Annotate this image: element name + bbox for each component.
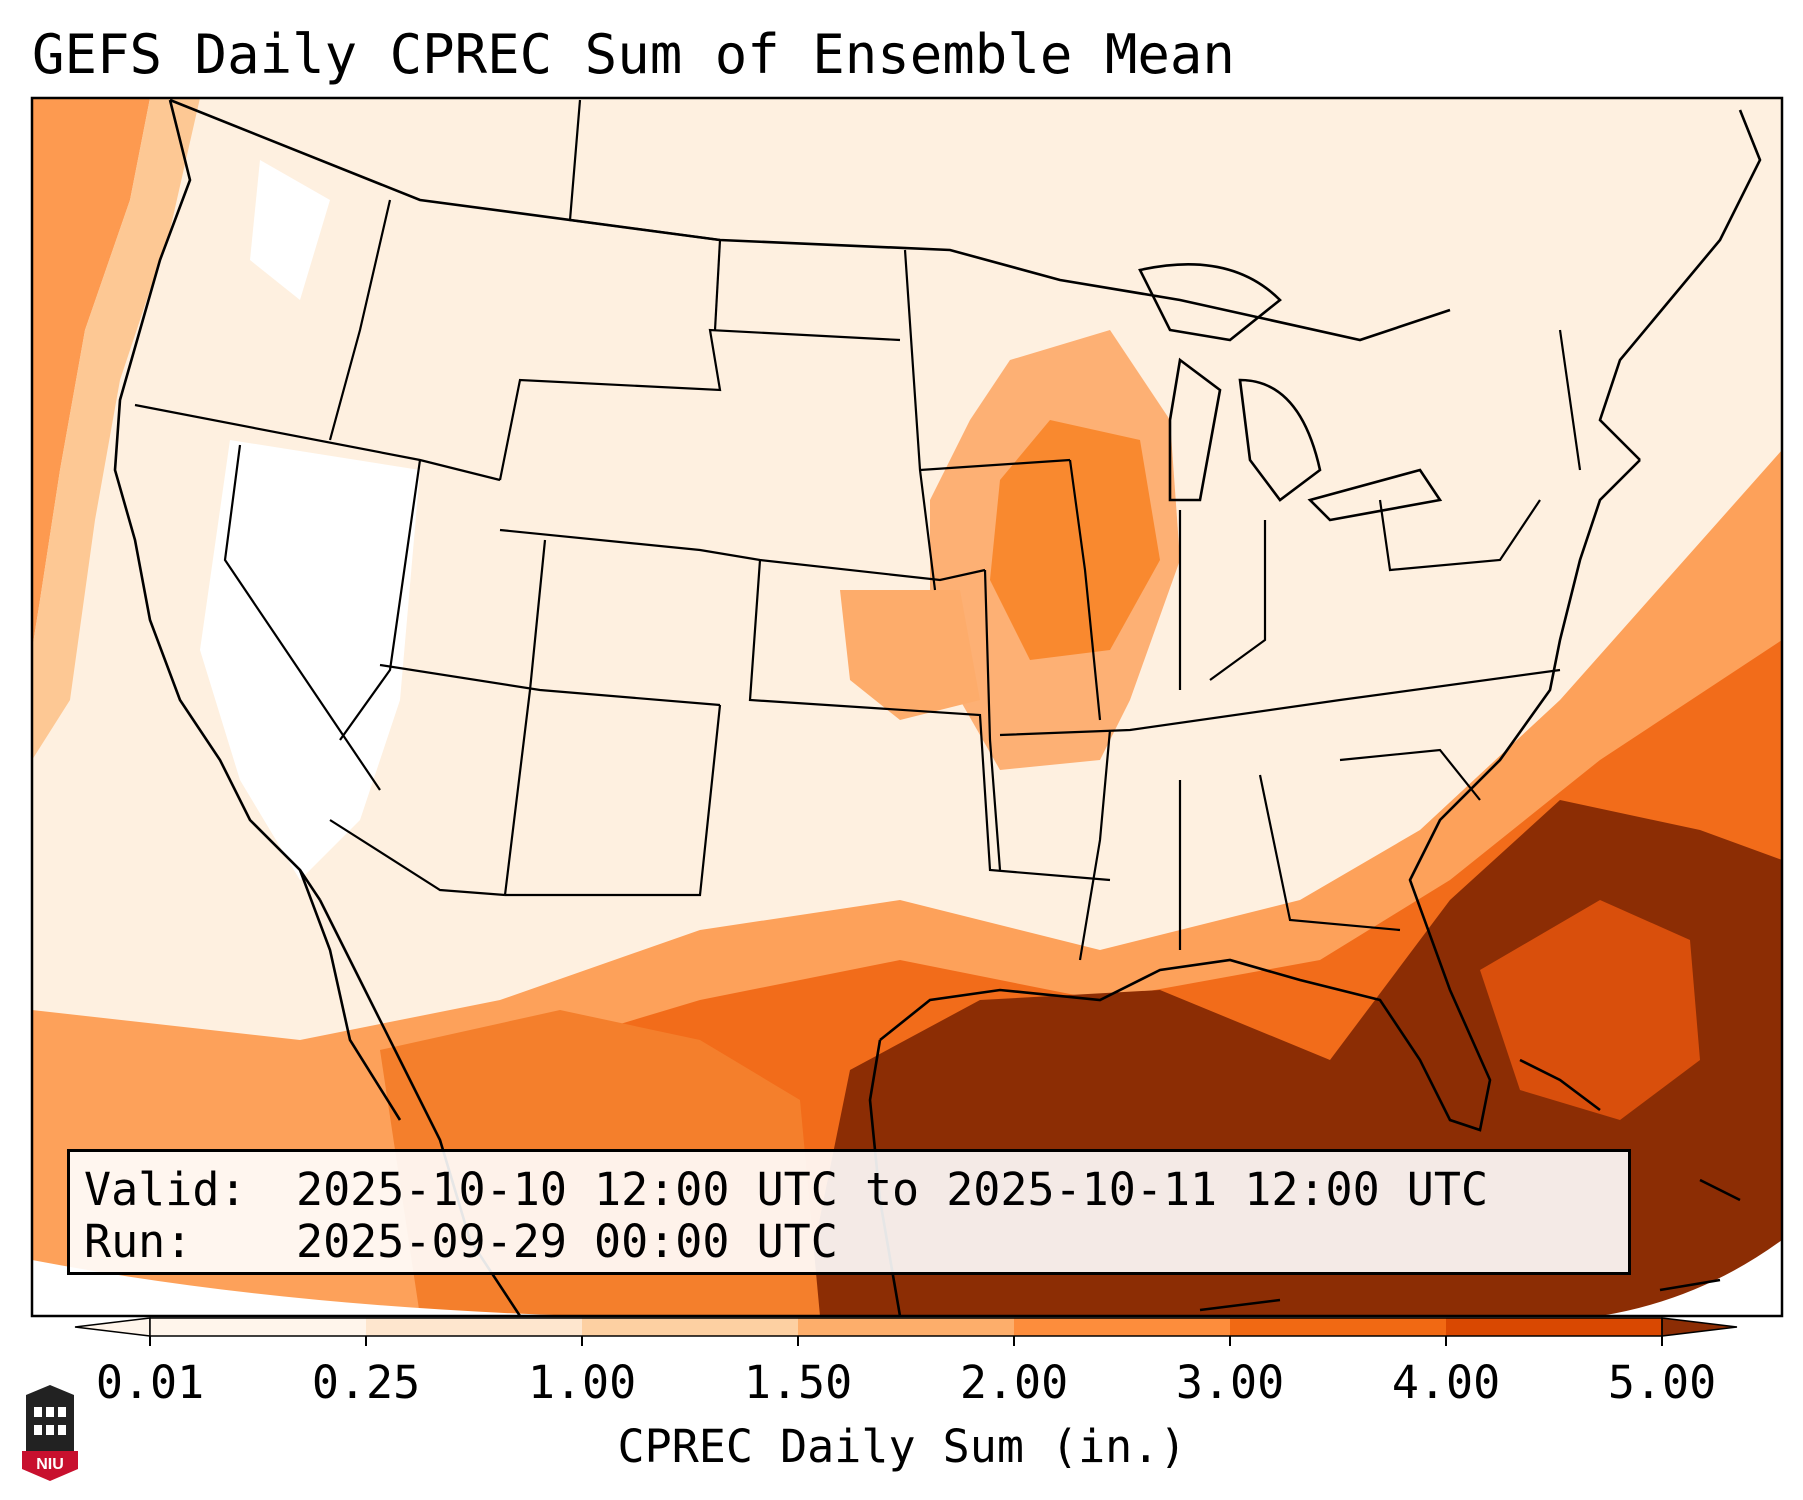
colorbar-title: CPREC Daily Sum (in.) (617, 1420, 1187, 1473)
precip-midwest-core (990, 420, 1160, 660)
colorbar-segment (1230, 1318, 1447, 1336)
great-lakes (1138, 263, 1443, 522)
colorbar-segment (1014, 1318, 1231, 1336)
colorbar-tick-label: 4.00 (1391, 1356, 1501, 1409)
colorbar-frame (149, 1317, 1663, 1337)
state-borders (134, 99, 1582, 961)
valid-label: Valid: (84, 1163, 247, 1216)
run-value: 2025-09-29 00:00 UTC (296, 1215, 838, 1268)
svg-text:NIU: NIU (36, 1456, 64, 1473)
baja (298, 869, 402, 1121)
new-england-coast (1598, 109, 1762, 461)
colorbar-tick-label: 3.00 (1175, 1356, 1285, 1409)
colorbar-tick-label: 1.00 (527, 1356, 637, 1409)
colorbar-segment (150, 1318, 367, 1336)
colorbar-segment (798, 1318, 1015, 1336)
precip-pacific-band (32, 98, 150, 650)
canada-border (169, 98, 1451, 342)
map-frame (30, 96, 1784, 1318)
precip-dry-west (200, 440, 420, 880)
run-label: Run: (84, 1215, 193, 1268)
colorbar-tick-label: 0.01 (95, 1356, 205, 1409)
colorbar-tick-label: 5.00 (1607, 1356, 1717, 1409)
precip-dry-nevada (250, 160, 330, 300)
precip-kansas (840, 590, 980, 720)
valid-line: Valid: 2025-10-10 12:00 UTC to 2025-10-11… (84, 1164, 1488, 1216)
colorbar-extend-low (74, 1317, 151, 1337)
precip-atlantic-patch (1480, 900, 1700, 1120)
niu-logo: NIU (22, 1385, 78, 1481)
map-title: GEFS Daily CPREC Sum of Ensemble Mean (32, 23, 1235, 86)
colorbar-tick-label: 0.25 (311, 1356, 421, 1409)
niu-logo-badge (22, 1451, 78, 1481)
colorbar-extend-high (1661, 1317, 1738, 1337)
colorbar-segment (366, 1318, 583, 1336)
us-west-coast (113, 99, 322, 901)
colorbar-tick-label: 2.00 (959, 1356, 1069, 1409)
run-line: Run: 2025-09-29 00:00 UTC (84, 1216, 838, 1268)
map-outside-domain-right (1600, 1240, 1782, 1316)
colorbar-segment (582, 1318, 799, 1336)
gulf-coast (879, 459, 1641, 1132)
colorbar-tick-label: 1.50 (743, 1356, 853, 1409)
island-outlines (1199, 1058, 1741, 1312)
colorbar-segment (1446, 1318, 1663, 1336)
map-outside-domain (32, 1260, 900, 1316)
info-box: Valid: 2025-10-10 12:00 UTC to 2025-10-11… (67, 1149, 1631, 1275)
coastline-layer (113, 98, 1762, 1316)
valid-value: 2025-10-10 12:00 UTC to 2025-10-11 12:00… (296, 1163, 1489, 1216)
